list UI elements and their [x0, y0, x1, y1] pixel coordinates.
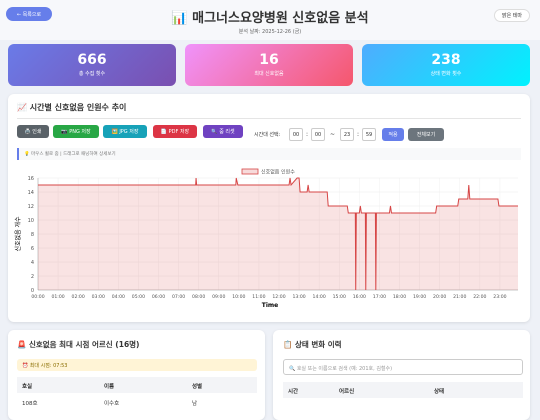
stat-label: 상태 변화 횟수 — [430, 71, 462, 77]
x-tick-label: 09:00 — [212, 294, 225, 300]
theme-toggle[interactable]: 밝은 테마 — [494, 9, 530, 22]
area — [38, 178, 518, 290]
zoom-reset-button[interactable]: 🔍 줌 리셋 — [203, 125, 243, 138]
y-tick-label: 2 — [31, 274, 34, 280]
page-title: 📊 매그너스요양병원 신호없음 분석 — [171, 11, 369, 26]
separator: : — [357, 131, 360, 138]
y-tick-label: 14 — [28, 190, 34, 196]
y-tick-label: 12 — [28, 204, 34, 210]
column-header: 호실 — [22, 384, 33, 390]
legend-swatch — [241, 168, 259, 175]
search-input[interactable]: 🔍 호실 또는 이름으로 검색 (예: 201호, 김철수) — [283, 359, 523, 375]
stat-card: 16 최대 신호없음 — [185, 44, 353, 86]
apply-button[interactable]: 적용 — [382, 128, 404, 141]
hour-input[interactable]: 23 — [340, 128, 354, 141]
cell: 108호 — [22, 401, 38, 407]
panel-title: 🚨 신호없음 최대 시점 어르신 (16명) — [17, 340, 140, 349]
x-tick-label: 05:00 — [132, 294, 145, 300]
y-tick-label: 6 — [31, 246, 34, 252]
y-tick-label: 0 — [31, 288, 34, 294]
column-header: 이름 — [104, 384, 115, 390]
range-label: 시간대 선택: — [254, 132, 281, 138]
x-tick-label: 01:00 — [51, 294, 64, 300]
stat-value: 666 — [77, 52, 107, 68]
divider — [17, 118, 521, 119]
back-button[interactable]: ← 목록으로 — [6, 7, 52, 21]
table-header — [17, 377, 257, 393]
png-button[interactable]: 📷 PNG 저장 — [53, 125, 99, 138]
print-button[interactable]: 🖨️ 인쇄 — [17, 125, 49, 138]
column-header: 상태 — [434, 389, 445, 395]
max-time: ⏰ 최대 시점: 07:53 — [17, 359, 257, 371]
pdf-button[interactable]: 📄 PDF 저장 — [153, 125, 197, 138]
header — [0, 0, 540, 40]
x-tick-label: 00:00 — [31, 294, 44, 300]
column-header: 성별 — [192, 384, 203, 390]
y-tick-label: 16 — [28, 176, 34, 182]
y-tick-label: 10 — [28, 218, 34, 224]
column-header: 어르신 — [339, 389, 355, 395]
x-axis-label: Time — [262, 302, 278, 309]
separator: ~ — [330, 131, 336, 138]
panel-title: 📈 시간별 신호없음 인원수 추이 — [17, 103, 127, 112]
x-tick-label: 04:00 — [112, 294, 125, 300]
y-tick-label: 4 — [31, 260, 34, 266]
panel-title: 📋 상태 변화 이력 — [283, 340, 342, 349]
x-tick-label: 06:00 — [152, 294, 165, 300]
analysis-date: 분석 날짜: 2025-12-26 (금) — [238, 29, 302, 35]
stat-label: 총 수집 횟수 — [78, 71, 106, 77]
line — [38, 177, 518, 291]
cell: 이수호 — [104, 401, 120, 407]
x-tick-label: 14:00 — [313, 294, 326, 300]
x-tick-label: 20:00 — [433, 294, 446, 300]
legend-label: 신호없음 인원수 — [261, 169, 295, 176]
x-tick-label: 18:00 — [393, 294, 406, 300]
y-axis-label: 신호없음 개수 — [14, 216, 22, 252]
minute-input[interactable]: 00 — [311, 128, 325, 141]
x-tick-label: 03:00 — [92, 294, 105, 300]
x-tick-label: 15:00 — [333, 294, 346, 300]
stat-label: 최대 신호없음 — [254, 71, 284, 77]
separator: : — [306, 131, 309, 138]
jpg-button[interactable]: 🖼️ JPG 저장 — [103, 125, 147, 138]
chart: Time 신호없음 개수 0 2 4 6 8 10 12 14 16 00:00 01:00 02:0… — [14, 168, 518, 309]
stat-value: 238 — [431, 52, 461, 68]
hint: 💡 마우스 휠로 줌 | 드래그로 패닝하여 상세보기 — [17, 148, 521, 160]
x-tick-label: 02:00 — [72, 294, 85, 300]
x-tick-label: 16:00 — [353, 294, 366, 300]
hour-input[interactable]: 00 — [289, 128, 303, 141]
x-tick-label: 10:00 — [232, 294, 245, 300]
x-tick-label: 19:00 — [413, 294, 426, 300]
x-tick-label: 07:00 — [172, 294, 185, 300]
stat-value: 16 — [259, 52, 279, 68]
minute-input[interactable]: 59 — [362, 128, 376, 141]
x-tick-label: 21:00 — [453, 294, 466, 300]
column-header: 시간 — [288, 389, 299, 395]
x-tick-label: 22:00 — [473, 294, 486, 300]
stat-card: 666 총 수집 횟수 — [8, 44, 176, 86]
x-tick-label: 17:00 — [373, 294, 386, 300]
x-tick-label: 11:00 — [252, 294, 265, 300]
x-tick-label: 08:00 — [192, 294, 205, 300]
table-header — [283, 382, 523, 398]
x-tick-label: 13:00 — [292, 294, 305, 300]
x-tick-label: 23:00 — [493, 294, 506, 300]
stat-card: 238 상태 변화 횟수 — [362, 44, 530, 86]
cell: 남 — [192, 401, 198, 407]
x-tick-label: 12:00 — [272, 294, 285, 300]
show-all-button[interactable]: 전체보기 — [408, 128, 444, 141]
y-tick-label: 8 — [31, 232, 34, 238]
